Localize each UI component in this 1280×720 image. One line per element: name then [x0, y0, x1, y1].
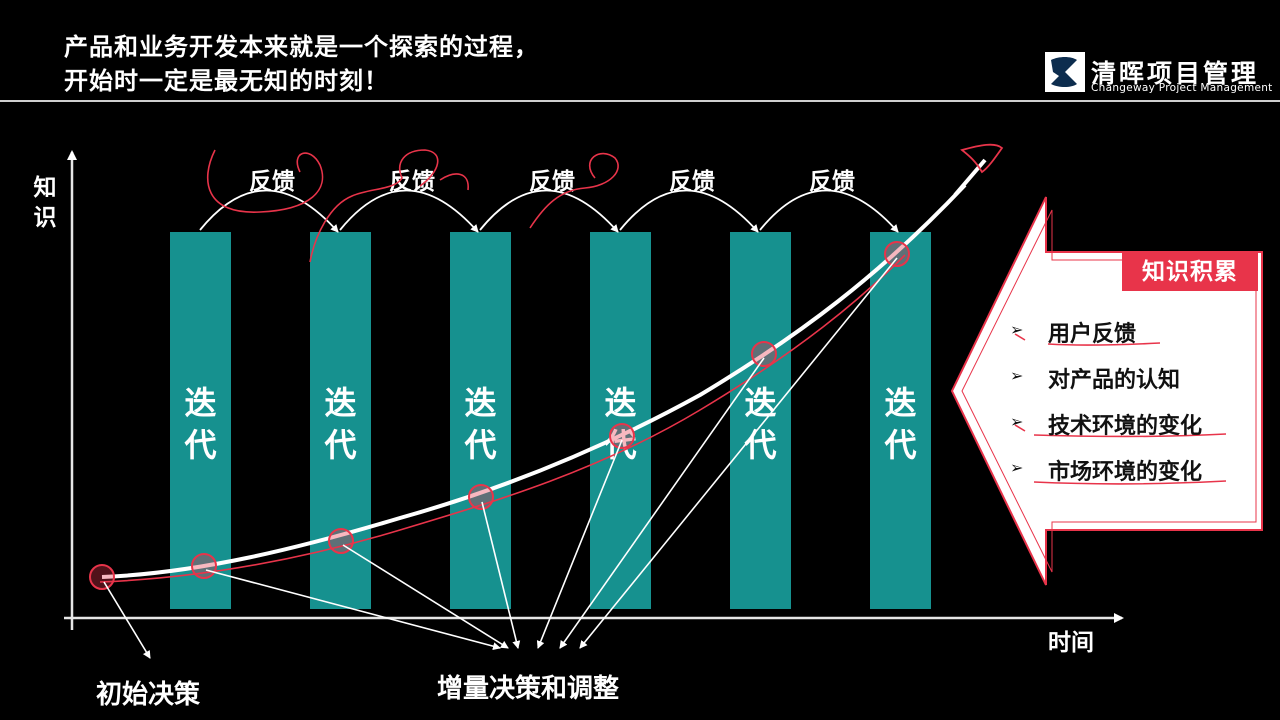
arrow-bullet-icon: ➢: [1010, 320, 1024, 339]
decision-point: [884, 241, 910, 267]
iteration-bar: 迭代: [730, 232, 791, 609]
iteration-label: 迭代: [324, 384, 357, 464]
title-line-2: 开始时一定是最无知的时刻！: [64, 67, 389, 95]
slide-title: 产品和业务开发本来就是一个探索的过程， 开始时一定是最无知的时刻！: [64, 30, 539, 98]
decision-point: [468, 484, 494, 510]
list-item-text: 对产品的认知: [1048, 368, 1181, 393]
list-item-text: 用户反馈: [1048, 322, 1137, 347]
title-line-1: 产品和业务开发本来就是一个探索的过程，: [64, 33, 539, 61]
iteration-bar: 迭代: [590, 232, 651, 609]
annotation-scribbles: [206, 149, 619, 263]
decision-arrows: [103, 257, 898, 659]
incremental-arrow: [536, 439, 623, 649]
arrow-bullet-icon: ➢: [1010, 412, 1024, 431]
iteration-bar: 迭代: [870, 232, 931, 609]
incremental-arrow: [559, 357, 765, 649]
red-trend-curve: [99, 254, 906, 583]
list-item-text: 市场环境的变化: [1048, 460, 1203, 485]
feedback-arc: [199, 189, 339, 233]
feedback-arc: [339, 189, 479, 233]
list-item-text: 技术环境的变化: [1048, 414, 1203, 439]
curve-arrowhead-icon: [953, 143, 1004, 197]
knowledge-badge: 知识积累: [1122, 253, 1258, 291]
incremental-decision-label: 增量决策和调整: [437, 674, 620, 704]
iteration-label: 迭代: [884, 384, 917, 464]
iteration-label: 迭代: [464, 384, 497, 464]
company-logo: 清晖项目管理 Changeway Project Management: [1045, 52, 1280, 96]
knowledge-curve: [101, 183, 967, 579]
decision-point: [609, 423, 635, 449]
logo-name-cn: 清晖项目管理: [1091, 59, 1260, 88]
initial-decision-label: 初始决策: [96, 680, 201, 710]
iteration-label: 迭代: [744, 384, 777, 464]
incremental-arrow: [342, 544, 509, 649]
decision-point: [89, 564, 115, 590]
y-axis-label: 知识: [33, 175, 57, 231]
arrow-bullet-icon: ➢: [1010, 458, 1024, 477]
feedback-arcs: [199, 189, 899, 233]
panel-underlines: [1014, 333, 1227, 485]
decision-point: [191, 553, 217, 579]
feedback-arc: [479, 189, 619, 233]
iteration-bar: 迭代: [450, 232, 511, 609]
logo-mark-icon: [1045, 52, 1085, 92]
x-axis-label: 时间: [1048, 630, 1094, 656]
knowledge-panel: [950, 196, 1263, 586]
arrow-bullet-icon: ➢: [1010, 366, 1024, 385]
incremental-arrow: [579, 257, 898, 649]
iteration-label: 迭代: [184, 384, 217, 464]
title-divider: [0, 100, 1280, 102]
decision-point: [751, 341, 777, 367]
iteration-bar: 迭代: [170, 232, 231, 609]
feedback-arc: [619, 189, 759, 233]
feedback-arc: [759, 189, 899, 233]
initial-decision-arrow: [103, 581, 151, 659]
incremental-arrow: [481, 501, 521, 649]
incremental-arrow: [205, 569, 501, 651]
iteration-label: 迭代: [604, 384, 637, 464]
logo-name-en: Changeway Project Management: [1091, 82, 1273, 94]
decision-points: [89, 241, 910, 590]
